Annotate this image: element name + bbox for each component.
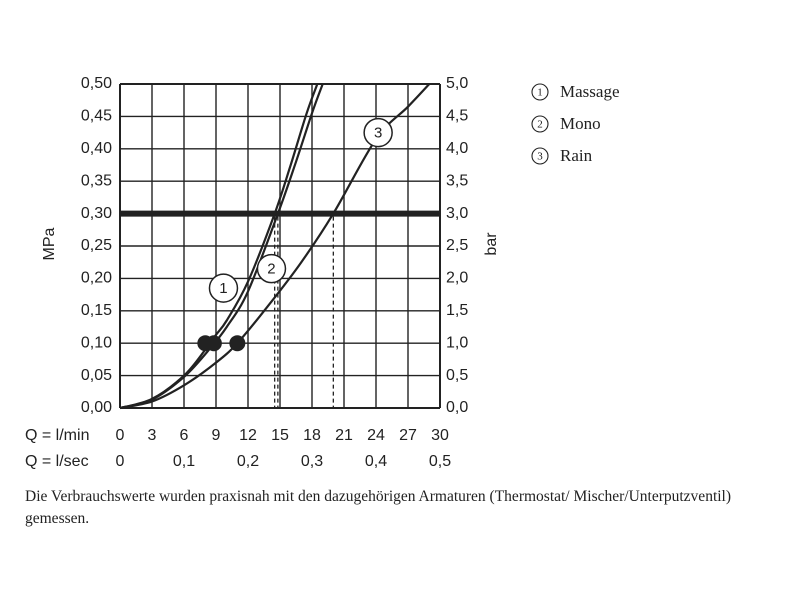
x-axis-row-label: Q = l/sec [25,453,89,470]
x-tick-label: 18 [303,427,321,444]
x-tick-label: 30 [431,427,449,444]
y-left-tick-label: 0,30 [81,205,112,222]
x-tick-label: 6 [180,427,189,444]
y-right-tick-label: 3,5 [446,172,468,189]
x-tick-label: 0,3 [301,453,323,470]
x-tick-label: 3 [148,427,157,444]
x-tick-label: 0,4 [365,453,387,470]
legend: 1 Massage 2 Mono 3 Rain [531,82,619,165]
curve-label-number: 2 [267,261,275,278]
y-right-tick-label: 3,0 [446,205,468,222]
legend-number-circle [531,115,549,133]
x-tick-label: 27 [399,427,417,444]
curve-label-circle [208,273,239,303]
y-right-tick-label: 0,0 [446,399,468,416]
y-right-tick-label: 2,5 [446,237,468,254]
x-tick-label: 9 [212,427,221,444]
x-axis-row-label: Q = l/min [25,427,89,444]
x-tick-label: 21 [335,427,353,444]
x-tick-label: 0,2 [237,453,259,470]
y-left-tick-label: 0,20 [81,270,112,287]
curve-labels: 1 2 3 [208,117,393,303]
legend-number-circle [531,147,549,165]
curve-label-number: 1 [219,280,227,297]
x-tick-label: 0 [116,453,125,470]
curve-label-circle [363,117,393,148]
marker-series-3 [229,335,246,352]
legend-number: 1 [537,87,543,99]
pressure-flow-chart: 123 0,000,050,100,150,200,250,300,350,40… [25,75,619,470]
y-left-tick-label: 0,25 [81,237,112,254]
y-left-axis-title: MPa [41,227,58,260]
legend-label: Massage [560,82,619,101]
tick-labels: 0,000,050,100,150,200,250,300,350,400,45… [25,75,468,470]
y-left-tick-label: 0,35 [81,172,112,189]
x-tick-label: 24 [367,427,385,444]
y-right-axis-title: bar [483,232,500,256]
legend-label: Rain [560,146,593,165]
legend-number-circle [531,83,549,101]
y-left-tick-label: 0,05 [81,367,112,384]
y-left-tick-label: 0,40 [81,140,112,157]
footnote: Die Verbrauchswerte wurden praxisnah mit… [25,488,732,527]
y-left-tick-label: 0,10 [81,334,112,351]
dashed-guides [274,216,334,408]
x-tick-label: 0 [116,427,125,444]
legend-number: 2 [537,119,543,131]
y-right-tick-label: 2,0 [446,270,468,287]
marker-series-2 [205,335,222,352]
legend-label: Mono [560,114,601,133]
y-left-tick-label: 0,00 [81,399,112,416]
y-right-tick-label: 5,0 [446,75,468,92]
curve-label-number: 3 [374,125,382,142]
legend-number: 3 [537,151,543,163]
y-left-tick-label: 0,50 [81,75,112,92]
y-right-tick-label: 0,5 [446,367,468,384]
y-right-tick-label: 1,5 [446,302,468,319]
y-left-tick-label: 0,15 [81,302,112,319]
x-tick-label: 0,1 [173,453,195,470]
markers [197,335,246,352]
y-left-tick-label: 0,45 [81,108,112,125]
curve-mono [119,83,324,410]
x-tick-label: 0,5 [429,453,451,470]
y-right-tick-label: 4,5 [446,108,468,125]
y-right-tick-label: 4,0 [446,140,468,157]
curve-label-circle [256,253,287,284]
y-right-tick-label: 1,0 [446,334,468,351]
x-tick-label: 15 [271,427,289,444]
x-tick-label: 12 [239,427,257,444]
